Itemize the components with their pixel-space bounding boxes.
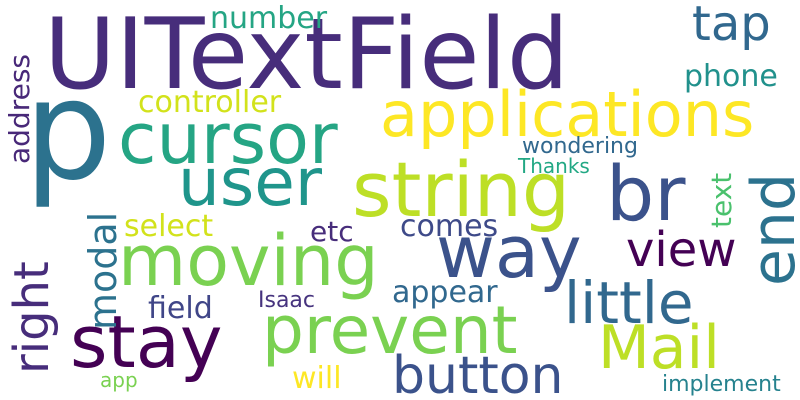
word-end: end [739, 172, 800, 286]
word-modal: modal [81, 211, 125, 330]
word-view: view [626, 222, 737, 278]
word-app: app [100, 368, 138, 392]
word-number: number [210, 1, 328, 36]
word-will: will [292, 361, 342, 396]
word-text: text [705, 172, 738, 228]
word-tap: tap [692, 0, 771, 52]
word-br: br [606, 149, 686, 238]
word-mail: Mail [598, 313, 720, 383]
word-controller: controller [138, 85, 282, 120]
word-etc: etc [310, 215, 354, 248]
word-cursor: cursor [118, 98, 338, 180]
word-stay: stay [70, 300, 223, 384]
word-string: string [352, 145, 571, 234]
word-address: address [3, 53, 36, 164]
word-field: field [148, 291, 213, 326]
word-prevent: prevent [262, 292, 518, 369]
word-uitextfield: UITextField [44, 0, 570, 112]
word-button: button [392, 346, 564, 400]
word-right: right [4, 261, 60, 374]
word-little: little [564, 269, 694, 337]
word-isaac: Isaac [258, 288, 316, 313]
word-comes: comes [400, 209, 499, 244]
word-implement: implement [662, 372, 781, 397]
word-wondering: wondering [522, 134, 638, 159]
word-appear: appear [392, 275, 498, 310]
word-p: p [24, 50, 112, 211]
word-moving: moving [118, 220, 379, 302]
word-phone: phone [684, 59, 778, 94]
word-select: select [124, 209, 214, 244]
word-thanks: Thanks [518, 154, 590, 178]
word-applications: applications [380, 78, 755, 151]
word-user: user [178, 144, 322, 221]
word-way: way [436, 210, 582, 294]
